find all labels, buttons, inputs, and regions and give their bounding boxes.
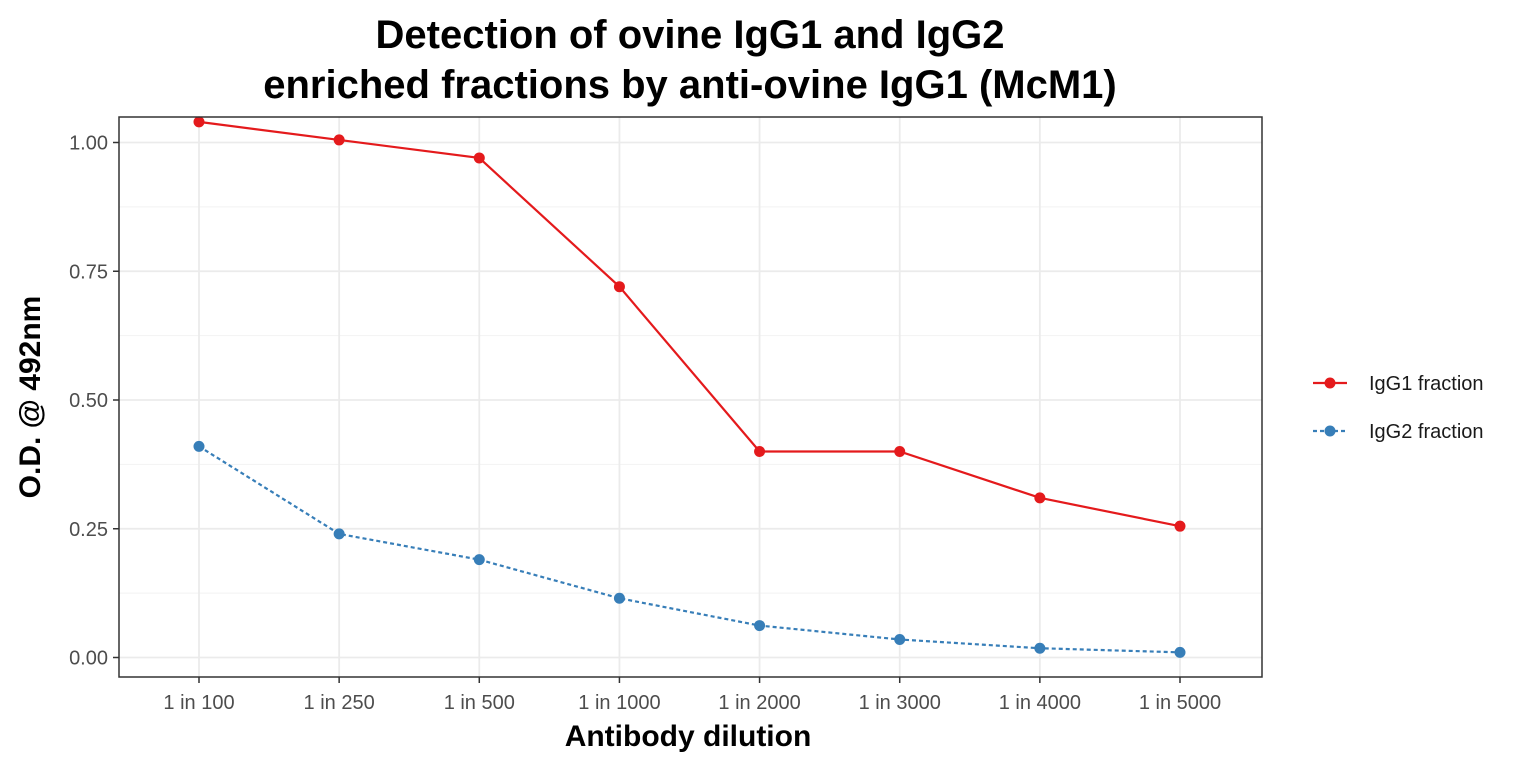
x-tick-label: 1 in 4000 bbox=[999, 692, 1081, 714]
y-tick-label: 0.50 bbox=[69, 390, 108, 412]
data-point-igg2-fraction bbox=[1034, 642, 1046, 654]
y-axis-title: O.D. @ 492nm bbox=[14, 296, 47, 499]
plot-panel bbox=[119, 117, 1262, 677]
legend: IgG1 fraction IgG2 fraction bbox=[1313, 373, 1484, 443]
data-point-igg1-fraction bbox=[333, 134, 345, 146]
data-point-igg2-fraction bbox=[473, 554, 485, 566]
data-point-igg2-fraction bbox=[894, 633, 906, 645]
y-tick-label: 0.25 bbox=[69, 519, 108, 541]
axis-ticks: 0.00 0.25 0.50 0.75 1.00 1 in 100 1 in 250 1 in… bbox=[69, 133, 1221, 715]
data-point-igg1-fraction bbox=[754, 446, 766, 457]
legend-key-point-igg1-fraction bbox=[1324, 377, 1336, 389]
grid bbox=[119, 117, 1262, 677]
data-point-igg2-fraction bbox=[333, 528, 345, 540]
x-tick-label: 1 in 500 bbox=[444, 692, 515, 714]
y-tick-label: 1.00 bbox=[69, 133, 108, 155]
data-point-igg2-fraction bbox=[613, 592, 625, 604]
y-tick-label: 0.00 bbox=[69, 648, 108, 670]
data-point-igg2-fraction bbox=[193, 440, 205, 452]
data-point-igg1-fraction bbox=[473, 152, 485, 164]
chart-title-line-1: Detection of ovine IgG1 and IgG2 bbox=[376, 13, 1005, 57]
x-tick-label: 1 in 250 bbox=[304, 692, 375, 714]
legend-key-point-igg2-fraction bbox=[1324, 425, 1336, 437]
series-line-igg1-fraction bbox=[198, 120, 1181, 528]
data-point-igg2-fraction bbox=[1174, 646, 1186, 658]
x-tick-label: 1 in 1000 bbox=[578, 692, 660, 714]
legend-label-igg1-fraction: IgG1 fraction bbox=[1369, 373, 1484, 395]
legend-label-igg2-fraction: IgG2 fraction bbox=[1369, 421, 1484, 443]
series-layer bbox=[193, 116, 1186, 658]
x-tick-label: 1 in 2000 bbox=[718, 692, 800, 714]
x-tick-label: 1 in 5000 bbox=[1139, 692, 1221, 714]
x-tick-label: 1 in 100 bbox=[163, 692, 234, 714]
x-tick-label: 1 in 3000 bbox=[859, 692, 941, 714]
data-point-igg1-fraction bbox=[894, 446, 906, 457]
data-point-igg1-fraction bbox=[1034, 492, 1046, 504]
data-point-igg2-fraction bbox=[754, 620, 766, 632]
data-point-igg1-fraction bbox=[613, 281, 625, 293]
data-point-igg1-fraction bbox=[1174, 520, 1186, 532]
chart-title-line-2: enriched fractions by anti-ovine IgG1 (M… bbox=[263, 63, 1116, 107]
x-axis-title: Antibody dilution bbox=[565, 720, 812, 753]
y-tick-label: 0.75 bbox=[69, 261, 108, 283]
data-point-igg1-fraction bbox=[193, 116, 205, 128]
plot-border bbox=[118, 116, 1263, 678]
